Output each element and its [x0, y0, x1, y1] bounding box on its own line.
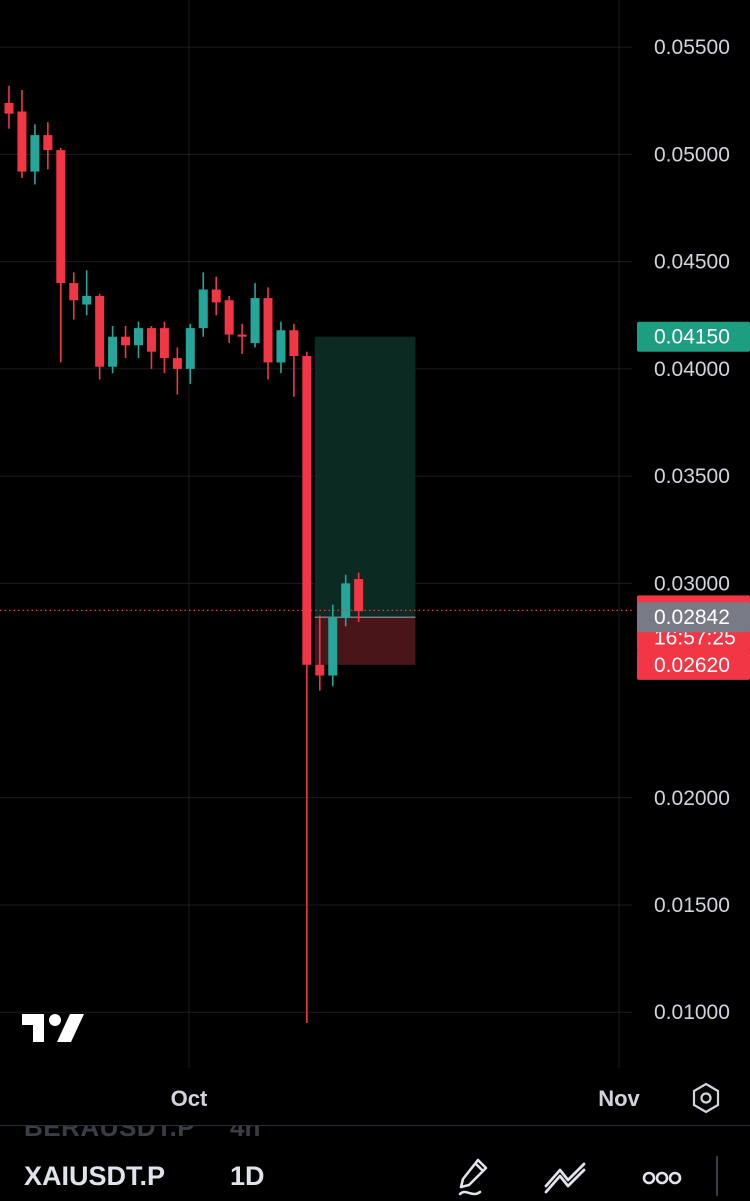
y-axis-tick-label: 0.02000: [654, 787, 730, 810]
candle-body: [146, 328, 156, 352]
y-axis-tick-label: 0.04500: [654, 251, 730, 274]
y-axis-tick-label: 0.05000: [654, 143, 730, 166]
pencil-icon: [458, 1158, 488, 1196]
candle-body: [43, 135, 53, 151]
settings-hexagon-icon: [692, 1082, 720, 1114]
tradingview-logo-icon: [22, 1014, 84, 1042]
line-tool-button[interactable]: [542, 1154, 590, 1198]
candle-body: [17, 111, 27, 172]
candle-body: [172, 358, 182, 369]
candle-body: [276, 330, 286, 363]
stop-price-label: 0.02620: [654, 654, 730, 677]
chart-area[interactable]: 0.05500 0.05000 0.04500 0.04000 0.03500 0.030…: [0, 0, 750, 1125]
stop-price-label-background: [637, 649, 750, 680]
candle-body: [315, 664, 325, 676]
target-price-label: 0.04150: [654, 326, 730, 349]
interval-selector[interactable]: 1D: [230, 1161, 265, 1191]
candle-body: [134, 328, 143, 346]
candle-body: [108, 336, 118, 367]
more-icon: [642, 1171, 682, 1185]
previous-symbol-label: BERAUSDT.P: [24, 1125, 196, 1142]
candle-body: [289, 330, 299, 356]
target-price-label-background: [637, 321, 750, 352]
candle-body: [328, 617, 338, 676]
symbol-selector[interactable]: XAIUSDT.P: [24, 1161, 166, 1191]
candle-body: [263, 298, 273, 363]
candle-body: [354, 579, 364, 612]
candle-body: [211, 289, 221, 303]
candle-body: [4, 102, 14, 114]
y-axis-tick-label: 0.01500: [654, 894, 730, 917]
y-axis-tick-label: 0.01000: [654, 1001, 730, 1024]
position-target-zone: [314, 336, 416, 618]
more-button[interactable]: [638, 1154, 686, 1198]
entry-price-label-background: [637, 602, 750, 633]
y-axis-tick-label: 0.03000: [654, 572, 730, 595]
bottom-toolbar: BERAUSDT.P 4h XAIUSDT.P 1D: [0, 1125, 750, 1201]
line-tool-icon: [544, 1162, 586, 1194]
y-axis-tick-label: 0.05500: [654, 36, 730, 59]
y-axis-tick-label: 0.04000: [654, 358, 730, 381]
candle-body: [185, 328, 195, 369]
candle-body: [224, 300, 234, 335]
x-axis-tick-label: Oct: [171, 1086, 208, 1111]
candle-body: [341, 583, 351, 618]
candle-body: [237, 334, 247, 337]
candle-body: [250, 298, 260, 344]
candle-body: [30, 135, 40, 172]
candle-body: [159, 328, 169, 359]
candle-body: [95, 295, 105, 367]
entry-price-label: 0.02842: [654, 606, 730, 629]
candle-body: [82, 295, 92, 305]
price-chart[interactable]: 0.05500 0.05000 0.04500 0.04000 0.03500 0.030…: [0, 0, 750, 1125]
candle-body: [56, 150, 66, 284]
toolbar-divider: [716, 1156, 718, 1196]
previous-interval-label: 4h: [230, 1125, 261, 1142]
y-axis-tick-label: 0.03500: [654, 465, 730, 488]
x-axis-tick-label: Nov: [598, 1086, 640, 1111]
candle-body: [69, 283, 79, 301]
candle-body: [198, 289, 208, 329]
draw-tool-button[interactable]: [450, 1154, 498, 1198]
settings-button[interactable]: [686, 1078, 726, 1118]
candle-body: [121, 336, 131, 346]
candle-body: [302, 356, 312, 665]
